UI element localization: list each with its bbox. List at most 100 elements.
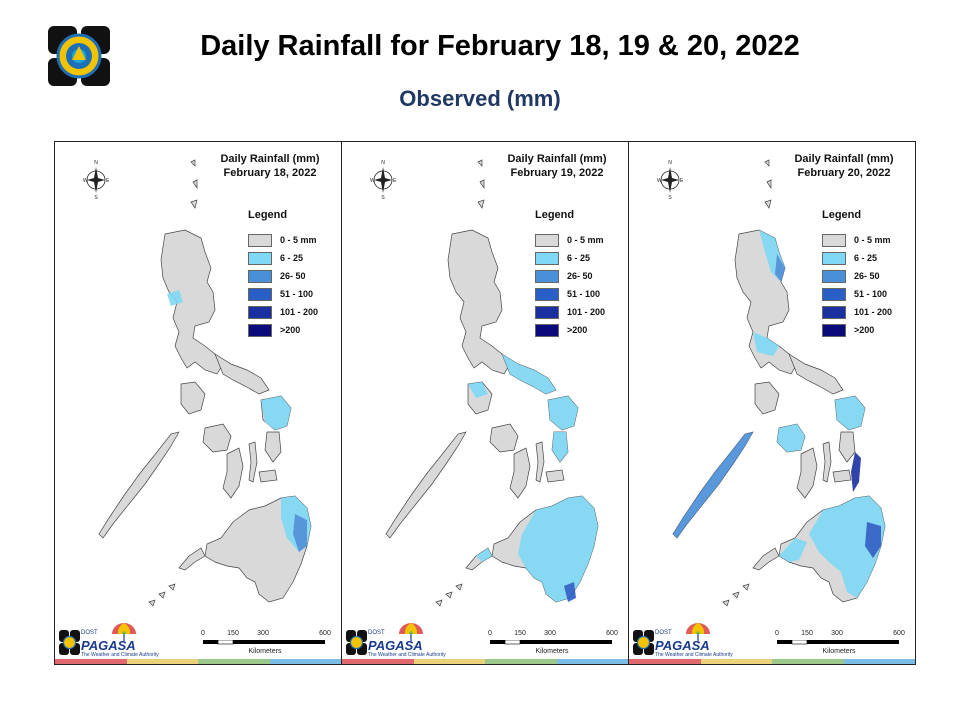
compass-n: N	[668, 160, 672, 166]
legend-label: 6 - 25	[567, 253, 591, 263]
scale-tick: 600	[319, 630, 331, 637]
scale-bar: 0 150 300 600 Kilometers	[195, 630, 335, 656]
legend-label: 101 - 200	[280, 307, 319, 317]
legend-label: 26- 50	[567, 271, 593, 281]
legend-label: 51 - 100	[567, 289, 601, 299]
legend-swatch	[535, 269, 559, 283]
scale-tick: 600	[606, 630, 618, 637]
page-subtitle: Observed (mm)	[399, 86, 561, 111]
legend-title: Legend	[248, 209, 288, 221]
legend-label: 101 - 200	[567, 307, 606, 317]
legend-swatch	[248, 269, 272, 283]
legend-label: 26- 50	[280, 271, 306, 281]
legend-label: >200	[854, 325, 875, 335]
compass-s: S	[94, 195, 98, 200]
legend-label: >200	[567, 325, 588, 335]
compass-rose-icon: N S W E	[657, 160, 684, 200]
panel-title: Daily Rainfall (mm) February 19, 2022	[492, 152, 622, 180]
map-panel-feb-19: Daily Rainfall (mm) February 19, 2022 N …	[342, 142, 629, 664]
panel-title: Daily Rainfall (mm) February 20, 2022	[779, 152, 909, 180]
scale-tick: 150	[227, 630, 239, 637]
legend-item: 51 - 100	[535, 287, 600, 301]
legend-item: 6 - 25	[822, 251, 877, 265]
legend-item: 0 - 5 mm	[535, 233, 604, 247]
legend-label: >200	[280, 325, 301, 335]
legend-item: 6 - 25	[248, 251, 303, 265]
legend-swatch	[248, 233, 272, 247]
pagasa-logo: DOST PAGASA The Weather and Climate Auth…	[346, 622, 446, 658]
legend-label: 0 - 5 mm	[854, 235, 891, 245]
scale-tick: 0	[201, 630, 205, 637]
legend-item: 0 - 5 mm	[248, 233, 317, 247]
legend-swatch	[822, 269, 846, 283]
legend-item: 101 - 200	[822, 305, 892, 319]
legend-item: 26- 50	[535, 269, 593, 283]
panel-title-line1: Daily Rainfall (mm)	[220, 153, 320, 165]
map-panel-feb-20: Daily Rainfall (mm) February 20, 2022 N …	[629, 142, 915, 664]
scale-tick: 600	[893, 630, 905, 637]
legend-item: 51 - 100	[822, 287, 887, 301]
scale-tick: 0	[775, 630, 779, 637]
philippines-rainfall-map	[98, 159, 312, 607]
compass-e: E	[106, 178, 110, 184]
color-stripe	[342, 659, 628, 664]
compass-w: W	[370, 178, 375, 184]
legend-swatch	[822, 287, 846, 301]
legend-label: 6 - 25	[854, 253, 878, 263]
legend-label: 26- 50	[854, 271, 880, 281]
legend-swatch	[535, 305, 559, 319]
panel-title-line1: Daily Rainfall (mm)	[507, 153, 607, 165]
pagasa-mark-icon	[346, 630, 367, 655]
legend-swatch	[535, 287, 559, 301]
pagasa-tagline: The Weather and Climate Authority	[655, 652, 733, 658]
map-panels: Daily Rainfall (mm) February 18, 2022 N …	[54, 141, 916, 665]
legend-item: >200	[535, 323, 587, 337]
legend-title: Legend	[822, 209, 862, 221]
legend-item: >200	[822, 323, 874, 337]
legend-label: 0 - 5 mm	[280, 235, 317, 245]
legend-label: 51 - 100	[280, 289, 314, 299]
umbrella-icon	[399, 623, 423, 641]
map-panel-feb-18: Daily Rainfall (mm) February 18, 2022 N …	[55, 142, 342, 664]
scale-tick: 150	[514, 630, 526, 637]
legend-item: 6 - 25	[535, 251, 590, 265]
legend-swatch	[535, 323, 559, 337]
philippines-rainfall-map	[385, 159, 599, 607]
legend-label: 6 - 25	[280, 253, 304, 263]
legend-title: Legend	[535, 209, 575, 221]
legend-swatch	[535, 233, 559, 247]
scale-bar-graphic	[203, 640, 325, 645]
legend-item: 26- 50	[248, 269, 306, 283]
pagasa-tagline: The Weather and Climate Authority	[81, 652, 159, 658]
compass-s: S	[381, 195, 385, 200]
panel-title-line1: Daily Rainfall (mm)	[794, 153, 894, 165]
scale-unit: Kilometers	[535, 648, 569, 655]
scale-bar-graphic	[777, 640, 899, 645]
scale-unit: Kilometers	[248, 648, 282, 655]
legend-item: 101 - 200	[535, 305, 605, 319]
scale-tick: 300	[544, 630, 556, 637]
scale-tick: 300	[831, 630, 843, 637]
pagasa-wordmark: PAGASA	[368, 638, 423, 653]
dost-label: DOST	[81, 630, 98, 636]
page-title: Daily Rainfall for February 18, 19 & 20,…	[200, 30, 800, 62]
legend-item: >200	[248, 323, 300, 337]
legend-label: 101 - 200	[854, 307, 893, 317]
philippines-rainfall-map	[672, 159, 886, 607]
compass-n: N	[381, 160, 385, 166]
pagasa-tagline: The Weather and Climate Authority	[368, 652, 446, 658]
legend-label: 0 - 5 mm	[567, 235, 604, 245]
scale-tick: 300	[257, 630, 269, 637]
compass-e: E	[680, 178, 684, 184]
legend-swatch	[248, 323, 272, 337]
panel-title: Daily Rainfall (mm) February 18, 2022	[205, 152, 335, 180]
legend-label: 51 - 100	[854, 289, 888, 299]
color-stripe	[629, 659, 915, 664]
compass-w: W	[657, 178, 662, 184]
scale-tick: 150	[801, 630, 813, 637]
legend-item: 26- 50	[822, 269, 880, 283]
legend-swatch	[822, 233, 846, 247]
compass-rose-icon: N S W E	[83, 160, 110, 200]
legend-swatch	[822, 305, 846, 319]
umbrella-icon	[112, 623, 136, 641]
